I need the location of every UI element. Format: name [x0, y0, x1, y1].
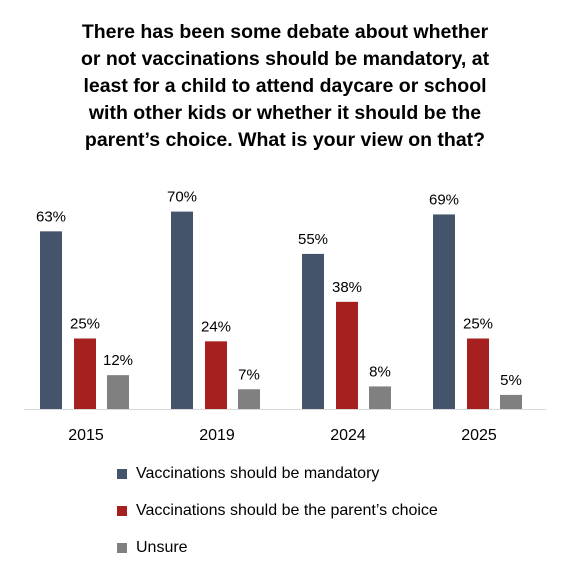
x-tick-label: 2025 — [461, 427, 497, 444]
bar — [40, 231, 62, 409]
data-label: 55% — [298, 231, 328, 248]
data-label: 69% — [429, 191, 459, 208]
legend-label: Unsure — [136, 539, 188, 556]
bar — [171, 211, 193, 409]
x-tick-label: 2019 — [199, 427, 235, 444]
bar — [369, 386, 391, 409]
bar — [336, 301, 358, 409]
legend-item-parents-choice: Vaccinations should be the parent’s choi… — [117, 501, 438, 538]
chart-title-line: or not vaccinations should be mandatory,… — [80, 48, 490, 70]
legend-label: Vaccinations should be mandatory — [136, 465, 380, 482]
chart-title-line: parent’s choice. What is your view on th… — [84, 129, 486, 151]
data-label: 8% — [369, 363, 391, 380]
bar — [467, 338, 489, 409]
data-label: 25% — [70, 316, 100, 333]
bar — [74, 338, 96, 409]
data-label: 63% — [36, 208, 66, 225]
bar — [302, 253, 324, 409]
bar — [205, 341, 227, 409]
legend-swatch — [117, 469, 127, 479]
x-tick-label: 2015 — [68, 427, 104, 444]
legend-item-unsure: Unsure — [117, 538, 438, 575]
data-label: 24% — [201, 318, 231, 335]
legend-swatch — [117, 506, 127, 516]
chart-title-line: with other kids or whether it should be … — [88, 102, 482, 124]
data-label: 5% — [500, 372, 522, 389]
data-label: 7% — [238, 366, 260, 383]
data-label: 38% — [332, 279, 362, 296]
data-label: 12% — [103, 352, 133, 369]
legend-label: Vaccinations should be the parent’s choi… — [136, 502, 438, 519]
chart-title-line: There has been some debate about whether — [81, 21, 489, 43]
bar — [433, 214, 455, 409]
bar — [107, 375, 129, 409]
data-label: 70% — [167, 189, 197, 206]
x-tick-label: 2024 — [330, 427, 366, 444]
bar — [238, 389, 260, 409]
legend-swatch — [117, 543, 127, 553]
legend-item-mandatory: Vaccinations should be mandatory — [117, 464, 438, 501]
chart-title: There has been some debate about whether… — [40, 19, 530, 154]
chart-legend: Vaccinations should be mandatory Vaccina… — [117, 464, 438, 575]
data-label: 25% — [463, 316, 493, 333]
bar — [500, 394, 522, 409]
chart-title-line: least for a child to attend daycare or s… — [83, 75, 487, 97]
